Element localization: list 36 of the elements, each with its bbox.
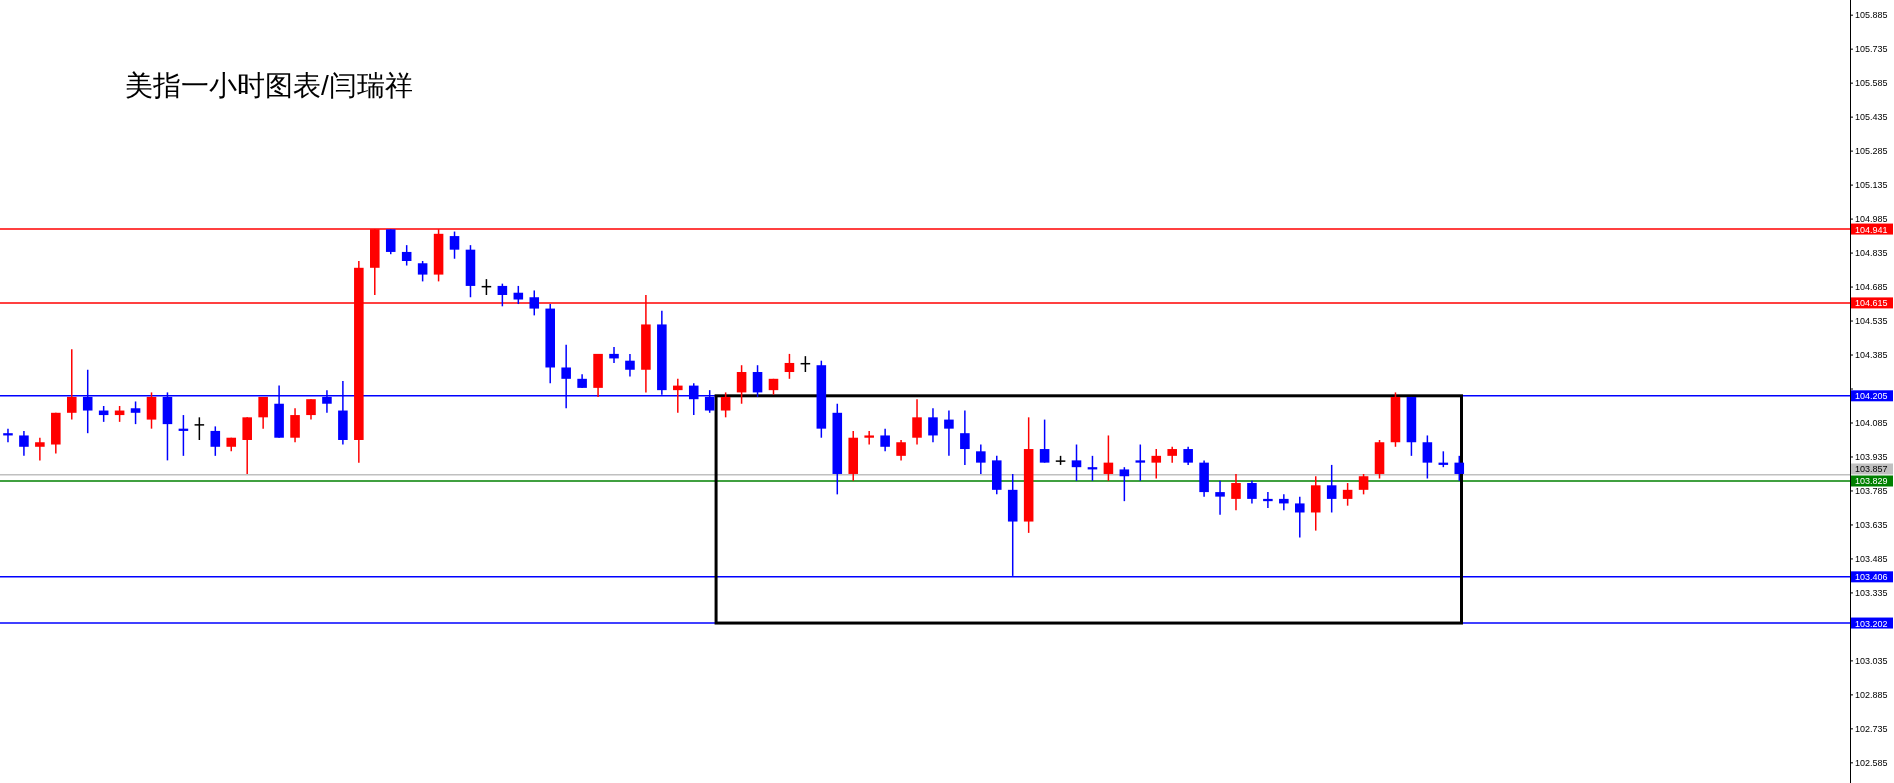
ref-line-label: 104.615 <box>1855 298 1888 309</box>
y-tick-label: 103.935 <box>1855 451 1888 462</box>
ref-label: 104.205 <box>1851 390 1893 402</box>
ref-line-label: 103.406 <box>1855 572 1888 583</box>
y-tick-label: 104.085 <box>1855 417 1888 428</box>
y-tick-label: 102.585 <box>1855 757 1888 768</box>
y-tick-label: 104.535 <box>1855 316 1888 327</box>
ref-label: 104.941 <box>1851 223 1893 235</box>
ref-line-label: 104.205 <box>1855 391 1888 402</box>
y-tick-label: 105.885 <box>1855 10 1888 21</box>
y-tick-label: 103.785 <box>1855 485 1888 496</box>
ref-line-label: 104.941 <box>1855 224 1888 235</box>
y-tick-label: 105.285 <box>1855 146 1888 157</box>
ref-line-label: 103.857 <box>1855 464 1888 475</box>
y-tick-label: 103.035 <box>1855 655 1888 666</box>
ref-line-label: 103.202 <box>1855 618 1888 629</box>
ref-label: 103.857 <box>1851 463 1893 475</box>
ref-label: 103.829 <box>1851 475 1893 487</box>
y-tick-label: 103.335 <box>1855 587 1888 598</box>
ref-label: 103.406 <box>1851 571 1893 583</box>
ref-label: 103.202 <box>1851 617 1893 629</box>
y-tick-label: 103.485 <box>1855 553 1888 564</box>
y-tick-label: 105.585 <box>1855 78 1888 89</box>
text: 美指一小时图表/闫瑞祥 <box>125 70 413 101</box>
y-tick-label: 105.735 <box>1855 44 1888 55</box>
y-tick-label: 105.435 <box>1855 112 1888 123</box>
ref-label: 104.615 <box>1851 297 1893 309</box>
y-tick-label: 104.985 <box>1855 214 1888 225</box>
y-tick-label: 105.135 <box>1855 180 1888 191</box>
y-tick-label: 104.835 <box>1855 248 1888 259</box>
ref-line-label: 103.829 <box>1855 476 1888 487</box>
y-tick-label: 102.735 <box>1855 723 1888 734</box>
y-tick-label: 103.635 <box>1855 519 1888 530</box>
y-tick-label: 104.385 <box>1855 350 1888 361</box>
y-tick-label: 102.885 <box>1855 689 1888 700</box>
y-tick-label: 104.685 <box>1855 282 1888 293</box>
